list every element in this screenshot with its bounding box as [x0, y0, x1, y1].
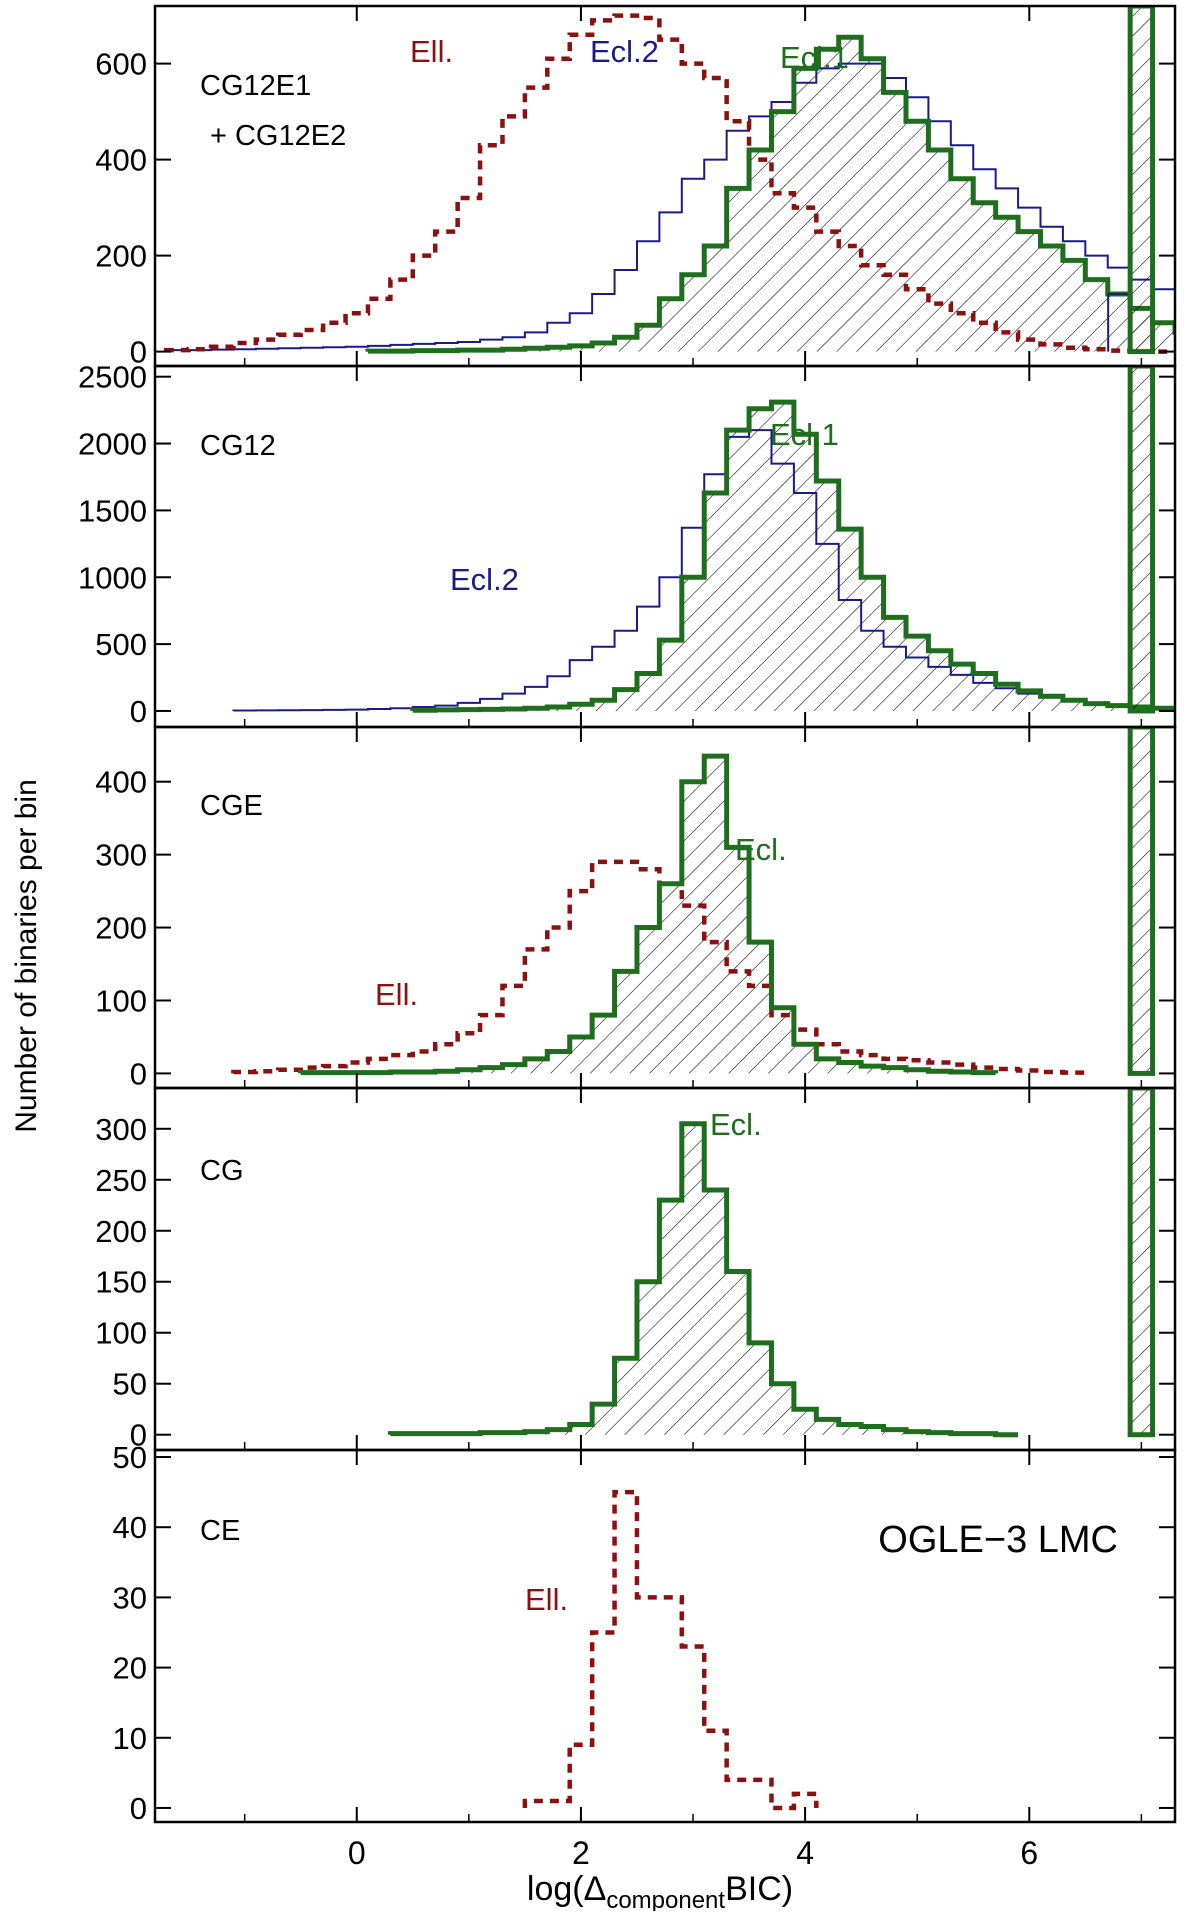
outlier-bar-3: [1127, 1088, 1156, 1438]
series-label: Ecl.: [735, 832, 787, 867]
x-tick-label: 0: [348, 1835, 366, 1871]
series-label: Ecl.1: [780, 40, 849, 75]
x-axis-title-delta: Δ: [584, 1870, 607, 1908]
outlier-thin-0: [1107, 293, 1131, 352]
series-label: Ell.: [410, 34, 453, 69]
y-tick-label: 0: [130, 1791, 147, 1826]
series-hatch-0-0: [367, 37, 1175, 352]
x-axis-title-sub: component: [606, 1887, 725, 1911]
x-tick-label: 2: [572, 1835, 590, 1871]
y-tick-label: 600: [95, 47, 147, 82]
outlier-bar-1: [1127, 366, 1156, 714]
y-tick-label: 20: [113, 1651, 147, 1686]
series-label: Ecl.1: [770, 417, 839, 452]
series-hatch-3-0: [390, 1123, 1019, 1435]
panel-label: CGE: [200, 790, 263, 822]
series-outline-0-0: [365, 34, 1175, 354]
series-outline-2-0: [298, 753, 999, 1076]
x-axis-title-suffix: BIC): [725, 1870, 793, 1908]
y-tick-label: 0: [130, 1418, 147, 1453]
series-label: Ecl.2: [590, 34, 659, 69]
y-tick-label: 10: [113, 1721, 147, 1756]
y-tick-label: 50: [113, 1367, 147, 1402]
y-tick-label: 300: [95, 838, 147, 873]
y-tick-label: 40: [113, 1510, 147, 1545]
common-labels: Number of binaries per bin log(Δcomponen…: [10, 779, 793, 1914]
series-line-4-0: [522, 1489, 819, 1811]
series-label: Ecl.2: [450, 562, 519, 597]
y-axis-title: Number of binaries per bin: [10, 779, 43, 1133]
y-tick-label: 250: [95, 1163, 147, 1198]
x-tick-label: 4: [796, 1835, 814, 1871]
y-tick-label: 100: [95, 983, 147, 1018]
series-label: Ell.: [525, 1582, 568, 1617]
y-tick-label: 200: [95, 1214, 147, 1249]
y-tick-label: 0: [130, 694, 147, 729]
panel-label: + CG12E2: [210, 120, 346, 152]
outlier-bar-2: [1127, 727, 1156, 1076]
y-tick-label: 400: [95, 143, 147, 178]
panel-1: 0 200 400 600 CG12E1 + CG12E2 Ecl.1 Ecl.2 Ell.: [95, 4, 1177, 370]
series-label: Ell.: [375, 977, 418, 1012]
panel-label: CG12E1: [200, 70, 311, 102]
y-tick-label: 200: [95, 911, 147, 946]
y-tick-label: 0: [130, 335, 147, 370]
panel-label: CG12: [200, 430, 276, 462]
panel-3: 0 100 200 300 400 CGE Ecl. Ell.: [95, 725, 1177, 1091]
outlier-bar-0: [1127, 6, 1156, 355]
panel-frame-5: [153, 1448, 1177, 1824]
series-hatch-1-0: [412, 402, 1175, 711]
series-outline-1-0: [410, 399, 1175, 713]
x-axis-title-prefix: log(: [527, 1870, 584, 1908]
x-tick-label: 6: [1020, 1835, 1038, 1871]
y-tick-label: 500: [95, 627, 147, 662]
series-line-0-1: [165, 62, 1175, 352]
y-tick-label: 30: [113, 1580, 147, 1615]
series-label: Ecl.: [710, 1107, 762, 1142]
y-tick-label: 50: [113, 1440, 147, 1475]
x-axis-title: log(ΔcomponentBIC): [527, 1870, 793, 1911]
y-tick-label: 100: [95, 1316, 147, 1351]
y-tick-label: 400: [95, 765, 147, 800]
y-tick-label: 2000: [78, 427, 147, 462]
panel-label: CE: [200, 1515, 240, 1547]
y-tick-label: 1500: [78, 493, 147, 528]
series-hatch-2-0: [300, 756, 996, 1074]
panel-5: 0 10 20 30 40 50 CE Ell. 0 2 4 6 OGLE−3 LMC: [113, 1440, 1177, 1871]
y-tick-label: 300: [95, 1112, 147, 1147]
y-tick-label: 1000: [78, 560, 147, 595]
panel-4: 0 50 100 150 200 250 300 CG Ecl.: [95, 1086, 1177, 1453]
annotation-ogle: OGLE−3 LMC: [878, 1519, 1118, 1561]
y-tick-label: 2500: [78, 360, 147, 395]
panel-label: CG: [200, 1155, 244, 1187]
y-tick-label: 150: [95, 1265, 147, 1300]
y-tick-label: 200: [95, 239, 147, 274]
y-tick-label: 0: [130, 1056, 147, 1091]
series-outline-3-0: [387, 1121, 1019, 1438]
panel-2: 0 500 1000 1500 2000 2500 CG12 Ecl.1 Ecl.2: [78, 360, 1177, 729]
